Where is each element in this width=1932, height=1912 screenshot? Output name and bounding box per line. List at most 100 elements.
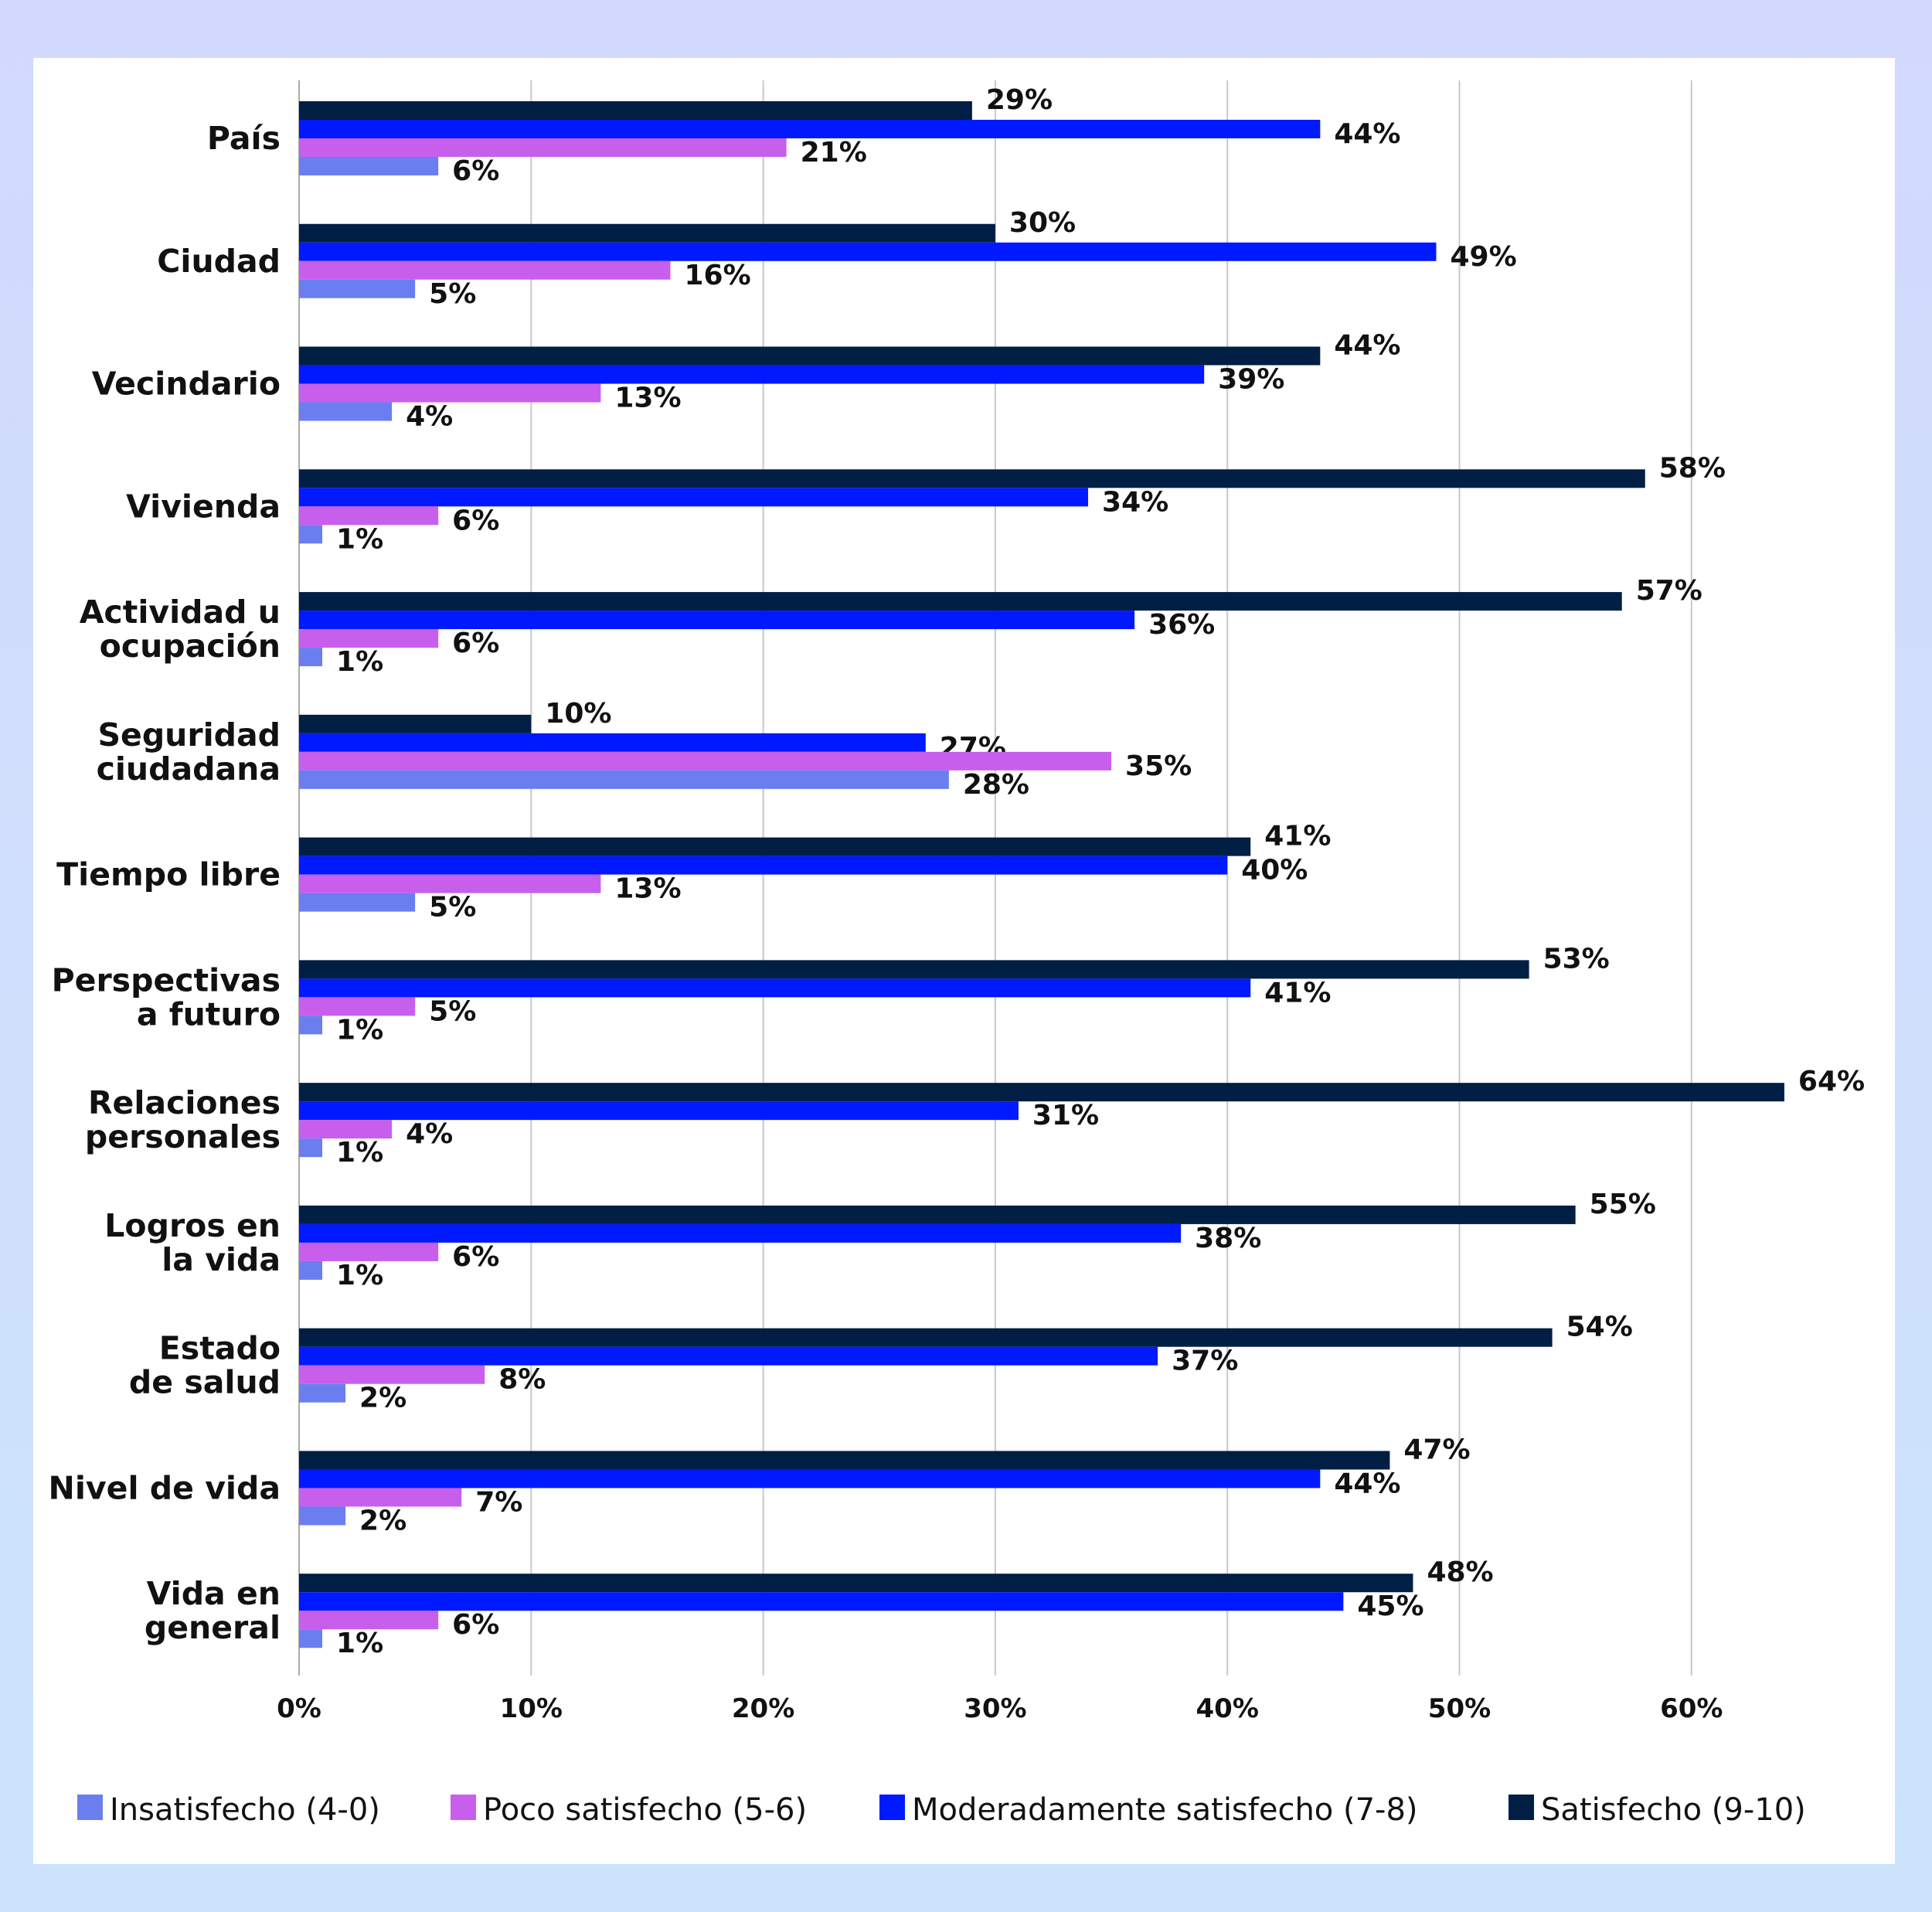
- bar: [299, 648, 323, 667]
- x-tick-label: 40%: [1196, 1693, 1259, 1724]
- bar: [299, 714, 532, 733]
- legend-swatch: [77, 1795, 103, 1820]
- bar: [299, 837, 1251, 856]
- bar: [299, 1083, 1784, 1102]
- data-label: 30%: [1009, 207, 1076, 239]
- bar: [299, 733, 926, 752]
- bar: [299, 1469, 1321, 1488]
- data-label: 55%: [1590, 1189, 1656, 1220]
- bar: [299, 978, 1251, 998]
- bar: [299, 138, 787, 157]
- bar: [299, 242, 1437, 261]
- bar: [299, 260, 671, 280]
- bar: [299, 1016, 323, 1035]
- bar: [299, 1451, 1390, 1470]
- data-label: 1%: [336, 1260, 383, 1291]
- category-label: Seguridad: [97, 716, 281, 754]
- bar: [299, 506, 439, 526]
- data-label: 2%: [359, 1505, 406, 1536]
- data-label: 5%: [429, 995, 476, 1027]
- bar: [299, 223, 995, 243]
- bar: [299, 1328, 1553, 1347]
- legend-label: Insatisfecho (4-0): [110, 1792, 380, 1828]
- data-label: 1%: [336, 523, 383, 555]
- data-label: 8%: [498, 1364, 546, 1396]
- data-label: 5%: [429, 892, 476, 924]
- bar: [299, 1488, 462, 1507]
- data-label: 28%: [963, 769, 1029, 801]
- category-label: de salud: [129, 1364, 281, 1401]
- data-label: 48%: [1427, 1556, 1493, 1588]
- bar: [299, 1346, 1158, 1366]
- category-label: Nivel de vida: [49, 1469, 281, 1506]
- data-label: 1%: [336, 1137, 383, 1169]
- data-label: 45%: [1357, 1590, 1423, 1622]
- bar: [299, 469, 1645, 488]
- bar: [299, 997, 416, 1016]
- data-label: 13%: [614, 383, 681, 414]
- category-label: general: [145, 1609, 281, 1646]
- data-label: 21%: [801, 137, 867, 168]
- category-label: ciudadana: [97, 750, 281, 788]
- data-label: 36%: [1148, 609, 1215, 641]
- legend-label: Moderadamente satisfecho (7-8): [912, 1792, 1418, 1828]
- legend-swatch: [451, 1795, 476, 1820]
- data-label: 1%: [336, 1014, 383, 1046]
- bar: [299, 157, 439, 175]
- bar: [299, 101, 972, 120]
- bar: [299, 751, 1112, 771]
- legend-label: Satisfecho (9-10): [1541, 1792, 1806, 1828]
- category-label: Estado: [159, 1330, 281, 1367]
- data-label: 39%: [1218, 364, 1284, 396]
- legend-label: Poco satisfecho (5-6): [483, 1792, 807, 1828]
- bar: [299, 1223, 1182, 1243]
- data-label: 7%: [475, 1486, 522, 1518]
- data-label: 4%: [406, 401, 453, 433]
- data-label: 35%: [1125, 750, 1192, 782]
- category-label: Vida en: [147, 1575, 281, 1612]
- data-label: 64%: [1798, 1066, 1865, 1097]
- data-label: 5%: [429, 278, 476, 310]
- data-label: 6%: [452, 1609, 499, 1641]
- x-tick-label: 20%: [732, 1693, 794, 1724]
- bar: [299, 1506, 346, 1526]
- data-label: 6%: [452, 1241, 499, 1273]
- data-label: 4%: [406, 1118, 453, 1150]
- data-label: 40%: [1241, 855, 1308, 886]
- bar: [299, 1101, 1019, 1121]
- category-label: Relaciones: [88, 1084, 281, 1121]
- data-label: 2%: [359, 1383, 406, 1414]
- bar: [299, 1573, 1413, 1593]
- data-label: 47%: [1403, 1434, 1470, 1465]
- bar: [299, 525, 323, 544]
- bar: [299, 629, 439, 648]
- bar: [299, 1611, 439, 1630]
- x-tick-label: 50%: [1428, 1693, 1491, 1724]
- bar: [299, 1138, 323, 1158]
- bar: [299, 1260, 323, 1280]
- data-label: 54%: [1566, 1312, 1633, 1343]
- data-label: 49%: [1450, 241, 1516, 273]
- data-label: 57%: [1636, 575, 1702, 607]
- bar: [299, 346, 1321, 366]
- category-label: Logros en: [104, 1207, 281, 1244]
- data-label: 44%: [1334, 330, 1400, 362]
- category-label: Actividad u: [80, 594, 281, 631]
- data-label: 41%: [1264, 977, 1331, 1009]
- data-label: 41%: [1264, 821, 1331, 852]
- category-label: a futuro: [137, 995, 281, 1033]
- category-label: Perspectivas: [52, 961, 281, 999]
- bar: [299, 279, 416, 298]
- bar: [299, 1592, 1344, 1611]
- data-label: 6%: [452, 628, 499, 659]
- category-label: Vivienda: [126, 488, 281, 525]
- bar: [299, 1120, 393, 1139]
- bar: [299, 488, 1089, 507]
- bar: [299, 874, 601, 893]
- category-label: País: [207, 120, 281, 157]
- category-label: la vida: [162, 1241, 281, 1278]
- data-label: 38%: [1195, 1223, 1261, 1254]
- category-label: Ciudad: [157, 243, 281, 280]
- bar: [299, 1242, 439, 1261]
